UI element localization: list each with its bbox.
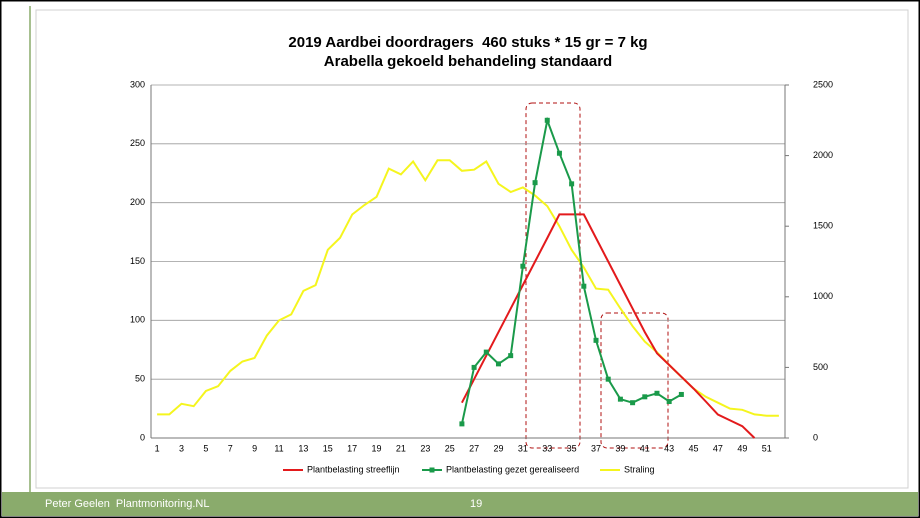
- chart-title: 2019 Aardbei doordragers 460 stuks * 15 …: [288, 34, 647, 51]
- footer-text: Peter Geelen Plantmonitoring.NL: [45, 498, 209, 510]
- x-tick-label: 33: [542, 443, 552, 453]
- x-tick-label: 17: [347, 443, 357, 453]
- y-tick-label: 250: [130, 138, 145, 148]
- y2-tick-label: 500: [813, 362, 828, 372]
- point: [630, 400, 636, 406]
- x-tick-label: 3: [179, 443, 184, 453]
- x-tick-label: 11: [274, 443, 283, 453]
- x-tick-label: 47: [713, 443, 723, 453]
- highlight-box: [600, 312, 669, 449]
- x-tick-label: 43: [664, 443, 674, 453]
- y-tick-label: 0: [140, 432, 145, 442]
- legend-label: Plantbelasting gezet gerealiseerd: [446, 464, 579, 474]
- point: [471, 364, 477, 370]
- chart-area: [35, 9, 909, 489]
- x-tick-label: 7: [228, 443, 233, 453]
- point: [666, 399, 672, 405]
- point: [642, 394, 648, 400]
- point: [654, 390, 660, 396]
- page-number: 19: [470, 498, 482, 510]
- highlight-box: [525, 102, 581, 449]
- x-tick-label: 51: [762, 443, 772, 453]
- series-line: [461, 213, 756, 439]
- point: [520, 263, 526, 269]
- x-tick-label: 39: [615, 443, 625, 453]
- y2-tick-label: 2500: [813, 79, 833, 89]
- point: [593, 337, 599, 343]
- x-tick-label: 15: [323, 443, 333, 453]
- footer-bar: [2, 492, 918, 516]
- point: [495, 361, 501, 367]
- y2-tick-label: 1000: [813, 291, 833, 301]
- point: [581, 283, 587, 289]
- y2-tick-label: 2000: [813, 150, 833, 160]
- x-tick-label: 41: [640, 443, 650, 453]
- x-tick-label: 29: [493, 443, 503, 453]
- y-tick-label: 200: [130, 197, 145, 207]
- x-tick-label: 23: [420, 443, 430, 453]
- x-tick-label: 13: [298, 443, 308, 453]
- point: [459, 421, 465, 427]
- y-tick-label: 300: [130, 79, 145, 89]
- x-tick-label: 1: [155, 443, 160, 453]
- legend-marker: [429, 467, 435, 473]
- point: [532, 180, 538, 186]
- y-tick-label: 100: [130, 315, 145, 325]
- point: [508, 353, 514, 359]
- x-tick-label: 31: [518, 443, 528, 453]
- x-tick-label: 9: [252, 443, 257, 453]
- x-tick-label: 25: [445, 443, 455, 453]
- chart-subtitle: Arabella gekoeld behandeling standaard: [324, 53, 612, 70]
- legend-label: Straling: [624, 464, 655, 474]
- point: [678, 391, 684, 397]
- x-tick-label: 37: [591, 443, 601, 453]
- x-tick-label: 27: [469, 443, 479, 453]
- point: [617, 396, 623, 402]
- x-tick-label: 49: [737, 443, 747, 453]
- x-tick-label: 5: [203, 443, 208, 453]
- x-tick-label: 21: [396, 443, 406, 453]
- point: [544, 117, 550, 123]
- point: [605, 376, 611, 382]
- point: [556, 150, 562, 156]
- y-tick-label: 150: [130, 256, 145, 266]
- y2-tick-label: 1500: [813, 221, 833, 231]
- point: [569, 181, 575, 187]
- x-tick-label: 45: [689, 443, 699, 453]
- legend-label: Plantbelasting streeflijn: [307, 464, 400, 474]
- x-tick-label: 19: [372, 443, 382, 453]
- point: [483, 349, 489, 355]
- x-tick-label: 35: [567, 443, 577, 453]
- y-tick-label: 50: [135, 374, 145, 384]
- y2-tick-label: 0: [813, 432, 818, 442]
